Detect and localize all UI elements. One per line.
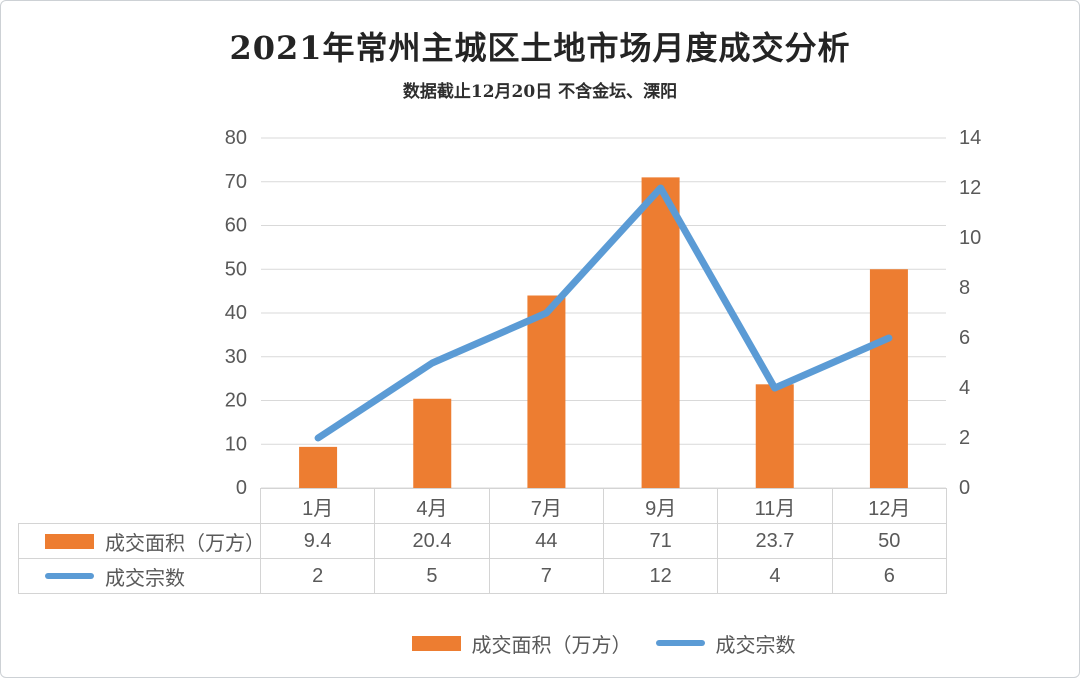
line-swatch-icon (655, 640, 705, 646)
data-table: 1月 4月 7月 9月 11月 12月成交面积（万方） 9.4 20.4 44 71 23.7 50 成… (18, 488, 947, 594)
right-axis-tick-4: 4 (959, 377, 970, 399)
bar-swatch-icon (411, 635, 461, 651)
month-header-11月: 11月 (717, 488, 833, 524)
table-cell-成交宗数-4月: 5 (374, 558, 490, 594)
table-cell-成交宗数-7月: 7 (488, 558, 604, 594)
series-name: 成交面积（万方） (105, 532, 265, 555)
chart-legend: 成交面积（万方） 成交宗数 (261, 625, 946, 661)
month-header-9月: 9月 (602, 488, 719, 524)
table-corner-empty (19, 489, 261, 524)
bar-11月 (755, 384, 794, 488)
legend-label: 成交面积（万方） (471, 634, 632, 657)
legend-item-0: 成交面积（万方） (411, 629, 632, 658)
month-header-12月: 12月 (831, 488, 947, 524)
left-axis-tick-70: 70 (225, 171, 247, 193)
right-axis-tick-0: 0 (959, 477, 970, 499)
left-axis-tick-80: 80 (225, 127, 247, 149)
table-cell-成交面积（万方）-1月: 9.4 (259, 523, 376, 559)
table-cell-成交宗数-12月: 6 (831, 558, 947, 594)
right-axis-tick-6: 6 (959, 327, 970, 349)
right-axis-tick-10: 10 (959, 227, 981, 249)
table-cell-成交面积（万方）-11月: 23.7 (717, 523, 833, 559)
month-header-7月: 7月 (488, 488, 604, 524)
table-cell-成交宗数-1月: 2 (259, 558, 376, 594)
chart-subtitle: 数据截止12月20日 不含金坛、溧阳 (402, 82, 678, 102)
table-cell-成交面积（万方）-7月: 44 (488, 523, 604, 559)
table-cell-成交宗数-9月: 12 (602, 558, 719, 594)
bar-7月 (527, 295, 566, 488)
left-axis-tick-30: 30 (225, 346, 247, 368)
chart-title: 2021年常州主城区土地市场月度成交分析 (229, 29, 851, 67)
left-axis-tick-10: 10 (225, 433, 247, 455)
table-cell-成交面积（万方）-4月: 20.4 (374, 523, 490, 559)
month-header-4月: 4月 (374, 488, 490, 524)
right-axis-tick-12: 12 (959, 177, 981, 199)
bar-12月 (869, 269, 908, 488)
bar-4月 (413, 398, 452, 488)
right-axis-tick-2: 2 (959, 427, 970, 449)
left-axis-tick-40: 40 (225, 302, 247, 324)
line-series (314, 184, 893, 442)
legend-item-1: 成交宗数 (655, 629, 796, 658)
left-axis-tick-20: 20 (225, 390, 247, 412)
right-axis-tick-8: 8 (959, 277, 970, 299)
table-cell-成交面积（万方）-12月: 50 (831, 523, 947, 559)
table-cell-成交面积（万方）-9月: 71 (602, 523, 719, 559)
series-name: 成交宗数 (105, 567, 185, 590)
left-axis-tick-60: 60 (225, 215, 247, 237)
month-header-1月: 1月 (259, 488, 376, 524)
series-label-0: 成交面积（万方） (18, 523, 265, 559)
table-cell-成交宗数-11月: 4 (717, 558, 833, 594)
legend-label: 成交宗数 (715, 634, 796, 657)
combo-chart: 0 10 20 30 40 50 60 70 80 0 2 4 6 8 10 12 14 (225, 127, 982, 499)
series-label-1: 成交宗数 (18, 558, 261, 594)
bar-swatch-icon (45, 533, 94, 549)
bar-1月 (299, 446, 338, 488)
line-swatch-icon (45, 573, 94, 579)
bar-9月 (641, 177, 680, 488)
right-axis-tick-14: 14 (959, 127, 981, 149)
left-axis-tick-50: 50 (225, 258, 247, 280)
left-axis-tick-0: 0 (236, 477, 247, 499)
